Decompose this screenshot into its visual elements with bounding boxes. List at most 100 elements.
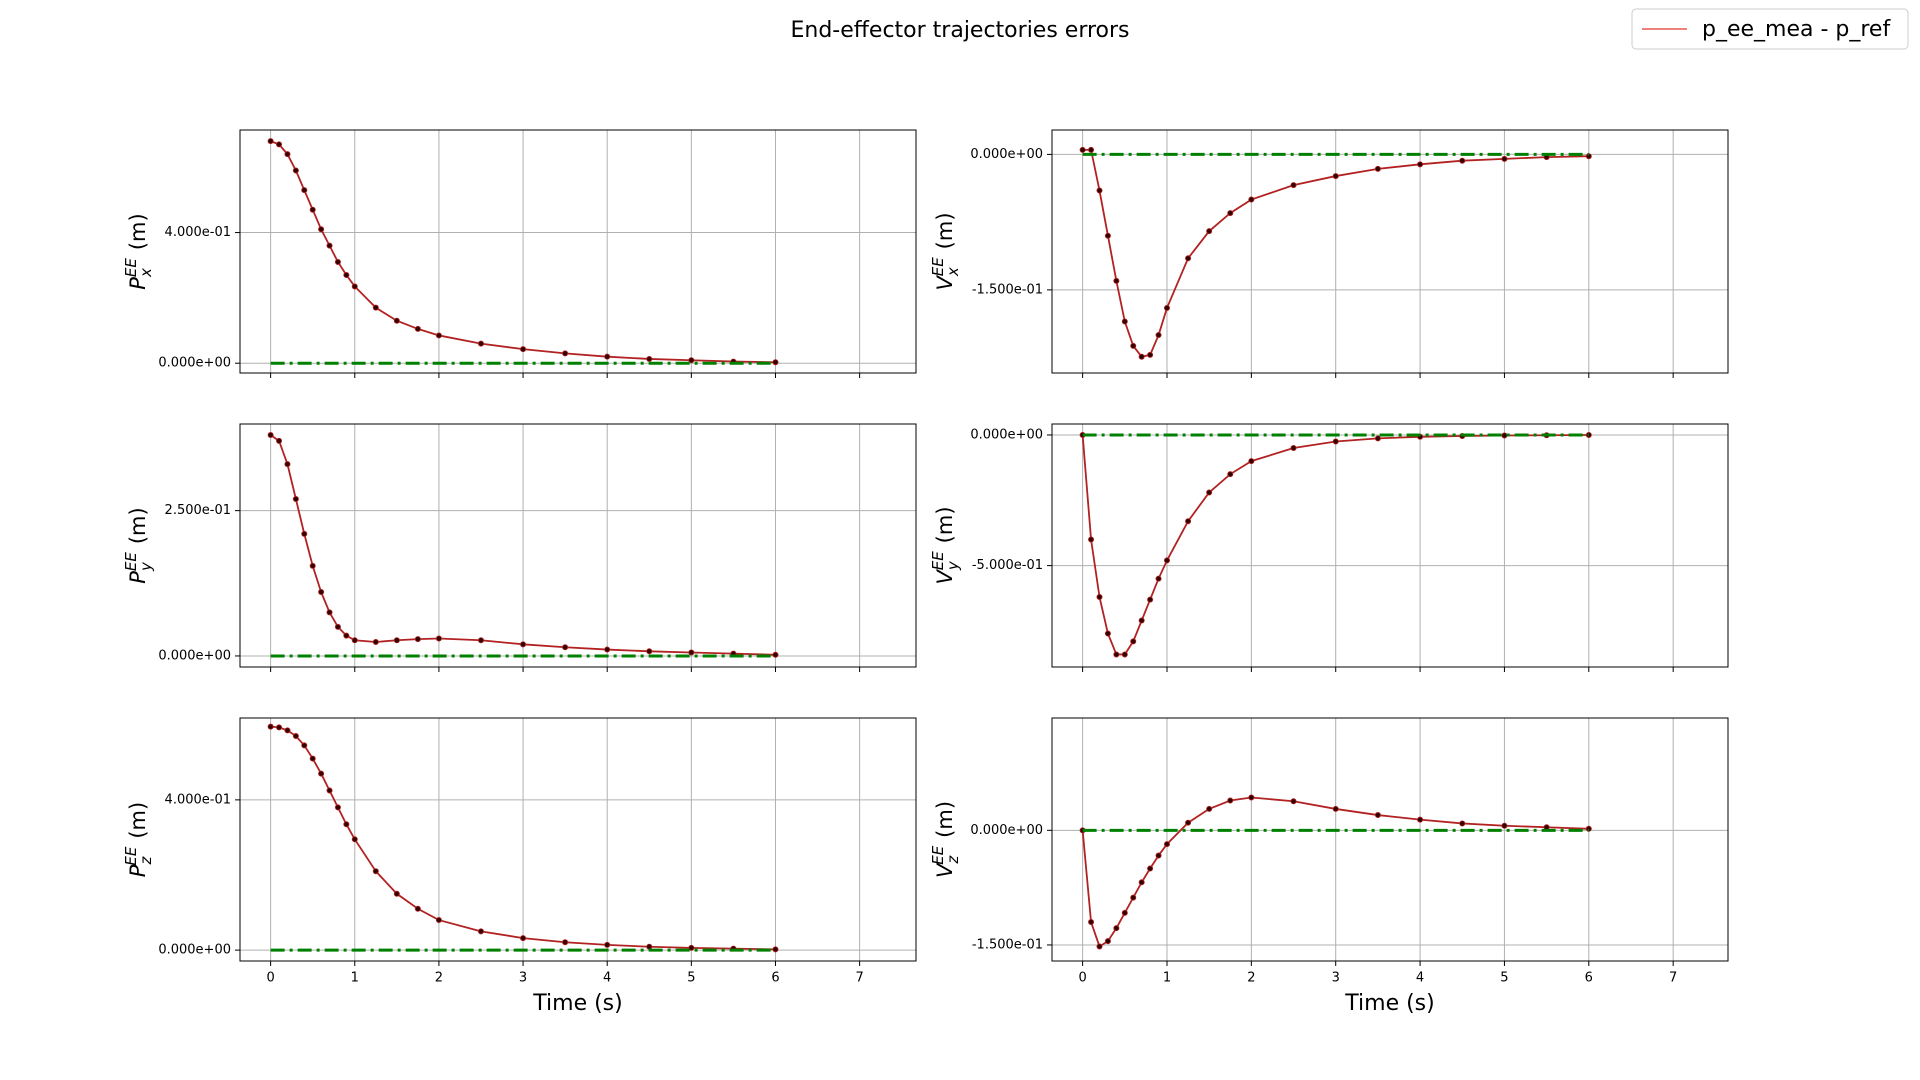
data-point bbox=[1121, 318, 1128, 325]
data-point bbox=[301, 742, 308, 749]
y-label-unit: (m) bbox=[933, 506, 957, 543]
data-point bbox=[267, 432, 274, 439]
legend-label: p_ee_mea - p_ref bbox=[1702, 17, 1891, 42]
x-axis-label: Time (s) bbox=[1344, 991, 1434, 1016]
data-point bbox=[334, 623, 341, 630]
data-point bbox=[343, 632, 350, 639]
data-point bbox=[646, 648, 653, 655]
legend-box bbox=[1631, 8, 1909, 50]
data-point bbox=[1332, 438, 1339, 445]
data-point bbox=[772, 946, 779, 953]
data-point bbox=[301, 530, 308, 537]
data-point bbox=[1130, 894, 1137, 901]
data-point bbox=[351, 637, 358, 644]
data-point bbox=[326, 242, 333, 249]
data-point bbox=[351, 283, 358, 290]
data-point bbox=[772, 651, 779, 658]
y-axis-label: PzEE (m) bbox=[122, 802, 155, 877]
x-tick-label: 3 bbox=[519, 971, 527, 986]
y-tick-label: 4.000e-01 bbox=[165, 225, 231, 240]
data-point bbox=[1113, 651, 1120, 658]
data-point bbox=[414, 325, 421, 332]
y-label-sup: EE bbox=[122, 846, 140, 865]
y-label-sub: y bbox=[944, 560, 962, 571]
y-tick-label: -1.500e-01 bbox=[972, 282, 1043, 297]
data-point bbox=[318, 226, 325, 233]
data-point bbox=[1417, 816, 1424, 823]
data-point bbox=[372, 639, 379, 646]
data-point bbox=[1163, 841, 1170, 848]
y-label-sup: EE bbox=[929, 845, 947, 864]
x-tick-label: 2 bbox=[1247, 971, 1255, 986]
data-point bbox=[1290, 182, 1297, 189]
data-point bbox=[1130, 638, 1137, 645]
x-tick-label: 6 bbox=[1585, 971, 1593, 986]
y-label-sup: EE bbox=[929, 257, 947, 276]
data-point bbox=[1104, 630, 1111, 637]
data-point bbox=[604, 646, 611, 653]
y-label-unit: (m) bbox=[126, 213, 150, 250]
x-tick-label: 7 bbox=[1669, 971, 1677, 986]
y-label-sub: x bbox=[137, 268, 155, 278]
y-label-sub: z bbox=[944, 855, 962, 865]
data-point bbox=[646, 943, 653, 950]
data-point bbox=[1501, 432, 1508, 439]
data-point bbox=[1585, 431, 1592, 438]
y-axis-label: VyEE (m) bbox=[929, 506, 962, 584]
data-point bbox=[372, 868, 379, 875]
y-label-sup: EE bbox=[122, 258, 140, 277]
axes-frame bbox=[239, 717, 917, 962]
y-tick-label: 0.000e+00 bbox=[158, 648, 231, 663]
data-point bbox=[1248, 458, 1255, 465]
data-point bbox=[1459, 820, 1466, 827]
data-point bbox=[1459, 157, 1466, 164]
y-label-unit: (m) bbox=[933, 212, 957, 249]
data-point bbox=[1163, 304, 1170, 311]
y-label-symbol: V bbox=[933, 569, 957, 585]
data-point bbox=[1113, 925, 1120, 932]
data-point bbox=[1147, 351, 1154, 358]
axes-frame bbox=[239, 129, 917, 374]
data-point bbox=[604, 941, 611, 948]
x-tick-label: 4 bbox=[1416, 971, 1424, 986]
data-point bbox=[276, 724, 283, 731]
data-point bbox=[1138, 617, 1145, 624]
data-point bbox=[1185, 255, 1192, 262]
y-label-sub: x bbox=[944, 267, 962, 277]
data-point bbox=[318, 589, 325, 596]
data-point bbox=[393, 637, 400, 644]
data-point bbox=[1206, 489, 1213, 496]
axes-frame bbox=[1051, 717, 1729, 962]
data-point bbox=[1079, 146, 1086, 153]
x-tick-label: 0 bbox=[266, 971, 274, 986]
data-point bbox=[1096, 943, 1103, 950]
data-point bbox=[772, 359, 779, 366]
data-point bbox=[604, 353, 611, 360]
data-point bbox=[1332, 805, 1339, 812]
data-point bbox=[1501, 822, 1508, 829]
data-point bbox=[1417, 161, 1424, 168]
y-tick-label: 0.000e+00 bbox=[158, 356, 231, 371]
data-point bbox=[326, 787, 333, 794]
data-point bbox=[1104, 938, 1111, 945]
x-tick-label: 7 bbox=[855, 971, 863, 986]
data-point bbox=[1374, 165, 1381, 172]
data-point bbox=[1104, 232, 1111, 239]
x-tick-label: 6 bbox=[771, 971, 779, 986]
data-point bbox=[267, 723, 274, 730]
x-tick-label: 4 bbox=[603, 971, 611, 986]
data-point bbox=[276, 141, 283, 148]
data-point bbox=[1501, 155, 1508, 162]
data-point bbox=[562, 350, 569, 357]
data-point bbox=[688, 944, 695, 951]
x-tick-label: 3 bbox=[1332, 971, 1340, 986]
data-point bbox=[1121, 651, 1128, 658]
data-point bbox=[1088, 919, 1095, 926]
data-point bbox=[292, 167, 299, 174]
y-tick-label: -5.000e-01 bbox=[972, 558, 1043, 573]
data-point bbox=[1585, 825, 1592, 832]
data-point bbox=[414, 636, 421, 643]
data-point bbox=[1374, 435, 1381, 442]
data-point bbox=[1088, 536, 1095, 543]
